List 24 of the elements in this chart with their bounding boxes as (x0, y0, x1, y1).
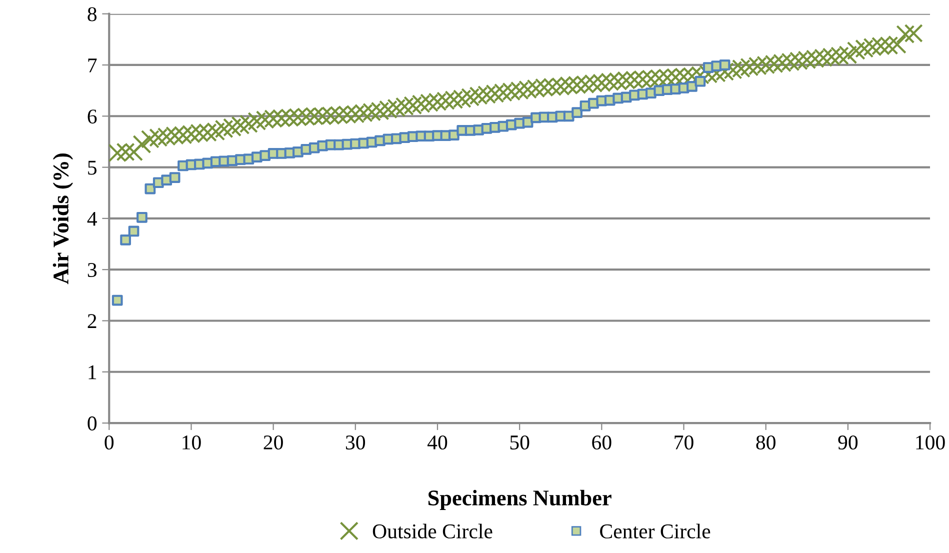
legend-label: Outside Circle (372, 524, 492, 538)
x-tick-label: 50 (510, 435, 530, 450)
x-tick-label: 40 (427, 435, 448, 450)
x-tick-label: 10 (182, 435, 201, 450)
y-axis-title: Air Voids (%) (52, 154, 74, 284)
x-tick-label: 20 (264, 435, 283, 450)
x-tick-label: 60 (592, 435, 612, 450)
y-tick-label: 5 (88, 160, 97, 175)
y-tick-label: 8 (88, 7, 97, 22)
y-tick-label: 0 (88, 416, 97, 430)
x-tick-label: 90 (838, 435, 858, 450)
x-axis-title: Specimens Number (428, 490, 612, 510)
x-tick-label: 80 (756, 435, 776, 450)
y-tick-label: 2 (88, 314, 96, 328)
x-tick-label: 100 (916, 435, 945, 450)
x-tick-label: 0 (104, 435, 114, 450)
x-tick-label: 30 (346, 435, 366, 450)
y-tick-label: 3 (88, 263, 97, 278)
y-tick-label: 1 (88, 365, 96, 380)
legend-label: Center Circle (600, 524, 710, 538)
y-tick-label: 6 (88, 110, 97, 124)
x-tick-label: 70 (674, 435, 694, 450)
y-tick-label: 7 (88, 58, 97, 72)
y-tick-label: 4 (87, 212, 98, 226)
